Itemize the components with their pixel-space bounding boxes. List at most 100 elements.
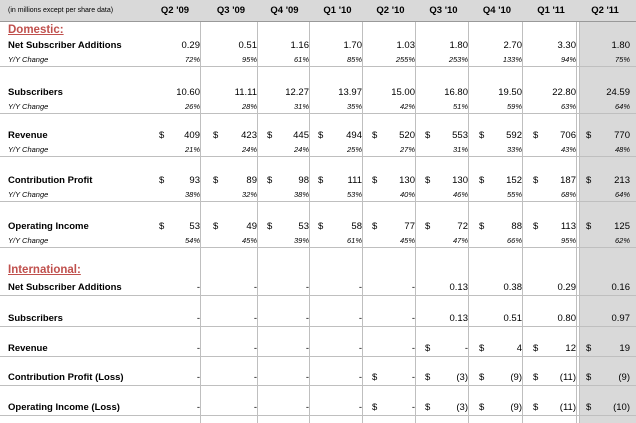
- grid-vline: [257, 22, 258, 423]
- domestic-revenue-yoy-value: 25%: [346, 145, 362, 154]
- domestic-net-adds-value: 2.70: [503, 40, 523, 51]
- domestic-contribution-yoy-value: 64%: [614, 190, 630, 199]
- domestic-net-adds-yoy-value: 85%: [346, 55, 362, 64]
- intl-contribution-value: -: [305, 372, 309, 383]
- col-header-0: Q2 '09: [160, 5, 190, 16]
- intl-contribution-value: (11): [559, 372, 576, 383]
- currency-symbol: $: [213, 175, 219, 186]
- domestic-revenue-value: 592: [506, 130, 522, 141]
- grid-hline: [0, 356, 636, 357]
- intl-contribution-value: -: [411, 372, 415, 383]
- domestic-contribution-yoy-value: 32%: [241, 190, 257, 199]
- intl-opincome-value: (10): [613, 402, 630, 413]
- currency-symbol: $: [159, 175, 165, 186]
- domestic-opincome-value: 113: [560, 221, 576, 232]
- domestic-contribution-value: 130: [452, 175, 468, 186]
- intl-net-adds-row: Net Subscriber Additions - - - - - 0.13 0.38 0.2…: [0, 280, 636, 295]
- domestic-subscribers-value: 11.11: [234, 87, 257, 98]
- domestic-opincome-yoy-value: 45%: [399, 236, 415, 245]
- domestic-contribution-value: 152: [506, 175, 522, 186]
- domestic-revenue-value: 423: [241, 130, 257, 141]
- intl-revenue-value: -: [411, 343, 415, 354]
- intl-contribution-row: Contribution Profit (Loss) - - - - - $ (3) $ (9) $…: [0, 370, 636, 385]
- grid-vline: [579, 22, 580, 423]
- currency-symbol: $: [586, 343, 592, 354]
- domestic-subscribers-value: 12.27: [285, 87, 309, 98]
- intl-opincome-value: -: [411, 402, 415, 413]
- intl-contribution-value: -: [253, 372, 257, 383]
- domestic-net-adds-value: 1.03: [396, 40, 416, 51]
- currency-symbol: $: [533, 343, 539, 354]
- domestic-subscribers-label: Subscribers: [8, 87, 63, 98]
- intl-net-adds-value: -: [358, 282, 362, 293]
- currency-symbol: $: [213, 221, 219, 232]
- domestic-revenue-yoy-row: Y/Y Change 21% 24% 24% 25% 27% 31% 33% 43% 48%: [0, 143, 636, 156]
- currency-symbol: $: [425, 343, 431, 354]
- domestic-contribution-yoy-value: 46%: [452, 190, 468, 199]
- domestic-revenue-value: 494: [346, 130, 362, 141]
- intl-net-adds-value: 0.16: [611, 282, 631, 293]
- domestic-contribution-value: 213: [614, 175, 630, 186]
- domestic-section-title-row: Domestic:: [0, 22, 636, 38]
- intl-net-adds-label: Net Subscriber Additions: [8, 282, 122, 293]
- intl-net-adds-value: -: [411, 282, 415, 293]
- highlight-column-q2-11: [579, 0, 636, 423]
- intl-revenue-value: -: [464, 343, 468, 354]
- domestic-subscribers-value: 19.50: [498, 87, 522, 98]
- currency-symbol: $: [533, 402, 539, 413]
- intl-subscribers-row: Subscribers - - - - - 0.13 0.51 0.80 0.97: [0, 311, 636, 326]
- intl-subscribers-value: 0.51: [503, 313, 523, 324]
- domestic-net-adds-yoy-label: Y/Y Change: [8, 55, 49, 64]
- domestic-opincome-yoy-label: Y/Y Change: [8, 236, 49, 245]
- domestic-net-adds-yoy-value: 94%: [560, 55, 576, 64]
- domestic-contribution-value: 130: [399, 175, 415, 186]
- domestic-net-adds-yoy-value: 95%: [241, 55, 257, 64]
- intl-net-adds-value: 0.38: [503, 282, 523, 293]
- intl-subscribers-value: -: [305, 313, 309, 324]
- domestic-subscribers-yoy-value: 64%: [614, 102, 630, 111]
- currency-symbol: $: [586, 372, 592, 383]
- intl-revenue-value: -: [196, 343, 200, 354]
- currency-symbol: $: [425, 372, 431, 383]
- domestic-revenue-yoy-label: Y/Y Change: [8, 145, 49, 154]
- currency-symbol: $: [586, 221, 592, 232]
- grid-vline: [468, 22, 469, 423]
- intl-subscribers-value: 0.13: [449, 313, 469, 324]
- currency-symbol: $: [159, 221, 165, 232]
- grid-hline: [0, 385, 636, 386]
- currency-symbol: $: [479, 402, 485, 413]
- currency-symbol: $: [425, 221, 431, 232]
- domestic-revenue-value: 520: [399, 130, 415, 141]
- domestic-net-adds-value: 1.80: [449, 40, 469, 51]
- domestic-subscribers-yoy-label: Y/Y Change: [8, 102, 49, 111]
- domestic-subscribers-yoy-value: 35%: [346, 102, 362, 111]
- domestic-subscribers-value: 15.00: [391, 87, 415, 98]
- domestic-contribution-value: 111: [347, 175, 362, 186]
- domestic-contribution-value: 187: [560, 175, 576, 186]
- grid-hline: [0, 295, 636, 296]
- intl-revenue-value: 4: [516, 343, 522, 354]
- currency-symbol: $: [479, 130, 485, 141]
- domestic-contribution-yoy-value: 40%: [399, 190, 415, 199]
- domestic-subscribers-yoy-value: 28%: [241, 102, 257, 111]
- col-header-1: Q3 '09: [216, 5, 246, 16]
- intl-revenue-label: Revenue: [8, 343, 48, 354]
- intl-opincome-value: (9): [510, 402, 522, 413]
- domestic-contribution-yoy-value: 68%: [560, 190, 576, 199]
- domestic-revenue-row: Revenue 409 $423 $445 $494 $520 $553 $592 $706 $7…: [0, 128, 636, 143]
- domestic-subscribers-value: 13.97: [338, 87, 362, 98]
- domestic-opincome-value: 53: [189, 221, 200, 232]
- currency-symbol: $: [372, 402, 378, 413]
- domestic-subscribers-yoy-value: 31%: [293, 102, 309, 111]
- domestic-revenue-yoy-value: 21%: [184, 145, 200, 154]
- currency-symbol: $: [213, 130, 219, 141]
- domestic-contribution-yoy-label: Y/Y Change: [8, 190, 49, 199]
- grid-hline: [0, 247, 636, 248]
- grid-hline: [0, 156, 636, 157]
- domestic-subscribers-yoy-value: 63%: [560, 102, 576, 111]
- col-header-6: Q4 '10: [482, 5, 512, 16]
- international-section-title: International:: [8, 264, 81, 276]
- intl-net-adds-value: -: [305, 282, 309, 293]
- domestic-revenue-value: 409: [184, 130, 200, 141]
- currency-symbol: $: [372, 130, 378, 141]
